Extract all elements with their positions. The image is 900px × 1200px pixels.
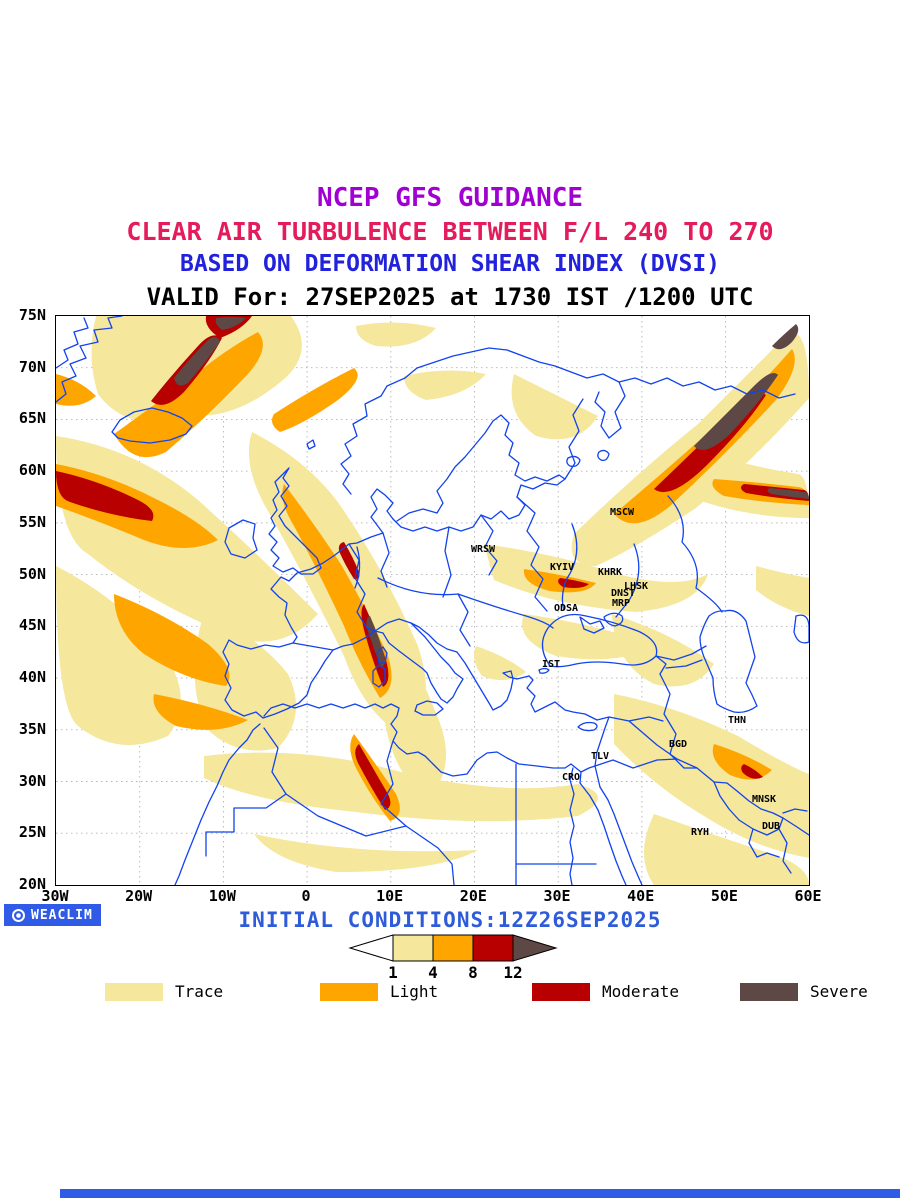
city-label-cro: CRO (562, 772, 580, 783)
city-label-lhsk: LHSK (624, 581, 648, 592)
lon-tick-label: 10E (376, 887, 404, 905)
lat-tick-label: 75N (18, 306, 46, 324)
city-label-khrk: KHRK (598, 567, 622, 578)
scale-tick-label: 8 (468, 963, 478, 982)
city-label-mrp: MRP (612, 598, 630, 609)
city-label-kyiv: KYIV (550, 562, 574, 573)
lat-tick-label: 70N (18, 357, 46, 376)
lat-tick-label: 25N (18, 823, 46, 842)
lon-tick-label: 40E (627, 887, 655, 905)
lat-tick-label: 55N (18, 512, 46, 531)
scale-tick-label: 1 (388, 963, 398, 982)
legend-label: Severe (810, 982, 868, 1001)
lat-tick-label: 50N (18, 564, 46, 583)
lat-tick-label: 60N (18, 461, 46, 480)
legend-label: Moderate (602, 982, 680, 1001)
legend-item-moderate: Moderate (532, 982, 679, 1001)
city-label-ist: IST (542, 659, 560, 670)
map-plot-area: MSCW WRSW KYIV KHRK LHSK DNST MRP ODSA IST THN BGD… (55, 315, 810, 886)
lon-tick-label: 50E (710, 887, 738, 905)
city-label-bgd: BGD (669, 739, 687, 750)
turbulence-severe-areas (174, 317, 809, 667)
legend-label: Trace (175, 982, 224, 1001)
city-label-odsa: ODSA (554, 603, 578, 614)
lon-tick-label: 60E (794, 887, 822, 905)
scale-above-max-arrow (512, 934, 558, 962)
scale-below-min-arrow (348, 934, 394, 962)
legend-swatch-trace (105, 982, 163, 1001)
city-label-ryh: RYH (691, 827, 709, 838)
legend-swatch-moderate (532, 982, 590, 1001)
lat-tick-label: 20N (18, 875, 46, 894)
lat-tick-label: 40N (18, 668, 46, 687)
city-label-mscw: MSCW (610, 507, 635, 518)
page-title: NCEP GFS GUIDANCE (316, 183, 584, 213)
initial-conditions-text: INITIAL CONDITIONS:12Z26SEP2025 (238, 908, 662, 932)
weaclim-logo: WEACLIM (4, 904, 101, 926)
lon-tick-label: 20E (459, 887, 487, 905)
city-label-dub: DUB (762, 821, 780, 832)
legend-label: Light (390, 982, 439, 1001)
legend: Trace Light Moderate Severe (0, 982, 900, 1008)
scale-light-segment (432, 934, 474, 962)
bottom-border-bar (60, 1189, 900, 1198)
lon-tick-label: 30W (41, 887, 69, 905)
scale-trace-segment (392, 934, 434, 962)
longitude-axis: 30W 20W 10W 0 10E 20E 30E 40E 50E 60E (41, 887, 821, 907)
legend-item-light: Light (320, 982, 438, 1001)
weaclim-logo-icon (12, 908, 25, 922)
lat-tick-label: 45N (18, 616, 46, 635)
city-label-dnst: DNST (611, 588, 635, 599)
color-scale-tick-labels: 1 4 8 12 (348, 963, 558, 983)
legend-swatch-severe (740, 982, 798, 1001)
city-label-mnsk: MNSK (752, 794, 776, 805)
lon-tick-label: 0 (301, 887, 311, 905)
subtitle-method: BASED ON DEFORMATION SHEAR INDEX (DVSI) (179, 251, 721, 277)
legend-swatch-light (320, 982, 378, 1001)
coastlines-and-borders (56, 316, 809, 885)
lon-tick-label: 20W (125, 887, 153, 905)
valid-time-line: VALID For: 27SEP2025 at 1730 IST /1200 U… (146, 283, 754, 311)
color-scale-bar (348, 933, 558, 963)
latitude-axis: 75N 70N 65N 60N 55N 50N 45N 40N 35N 30N 25N 20N (0, 306, 50, 893)
lat-tick-label: 30N (18, 771, 46, 790)
lat-tick-label: 35N (18, 719, 46, 738)
city-label-thn: THN (728, 715, 746, 726)
scale-moderate-segment (472, 934, 514, 962)
legend-item-severe: Severe (740, 982, 868, 1001)
scale-tick-label: 12 (503, 963, 523, 982)
city-label-tlv: TLV (591, 751, 609, 762)
scale-tick-label: 4 (428, 963, 438, 982)
lon-tick-label: 30E (543, 887, 571, 905)
lat-tick-label: 65N (18, 409, 46, 428)
weaclim-logo-text: WEACLIM (31, 907, 93, 923)
subtitle-product: CLEAR AIR TURBULENCE BETWEEN F/L 240 TO … (126, 217, 774, 246)
city-label-wrsw: WRSW (471, 544, 496, 555)
legend-item-trace: Trace (105, 982, 223, 1001)
lon-tick-label: 10W (208, 887, 236, 905)
